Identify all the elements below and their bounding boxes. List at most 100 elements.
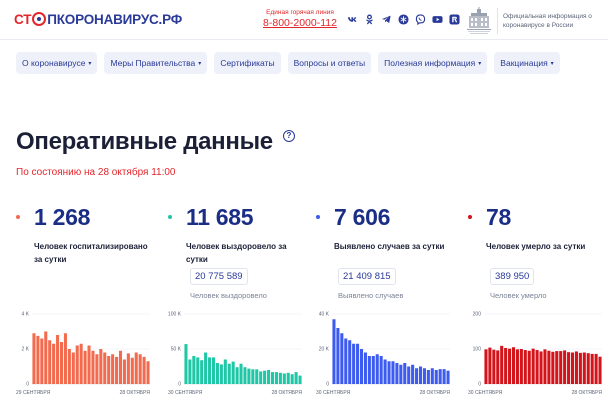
chart-bar[interactable] [500, 345, 504, 384]
chart-bar[interactable] [118, 350, 123, 384]
snowflake-icon[interactable] [398, 14, 409, 25]
chart-bar[interactable] [103, 352, 107, 385]
chart-bar[interactable] [492, 349, 496, 384]
chart-bar[interactable] [547, 350, 551, 384]
chart-bar[interactable] [270, 372, 275, 384]
chart-bar[interactable] [340, 333, 344, 384]
chart-bar[interactable] [235, 367, 239, 384]
chart-bar[interactable] [399, 364, 403, 384]
nav-item-vaccination[interactable]: Вакцинация ▾ [494, 52, 560, 74]
chart-bar[interactable] [36, 335, 40, 384]
chart-bar[interactable] [555, 351, 559, 384]
chart-bar[interactable] [215, 363, 219, 384]
chart-bar[interactable] [578, 352, 582, 384]
chart-bar[interactable] [211, 357, 216, 384]
chart-bar[interactable] [146, 361, 150, 384]
chart-bar[interactable] [488, 347, 492, 384]
chart-bar[interactable] [519, 349, 523, 384]
chart-bar[interactable] [403, 363, 407, 384]
chart-bar[interactable] [535, 350, 539, 384]
chart-bar[interactable] [40, 338, 44, 385]
chart-bar[interactable] [274, 372, 278, 384]
chart-bar[interactable] [196, 357, 200, 384]
chart-bar[interactable] [192, 356, 196, 384]
chart-bar[interactable] [446, 370, 450, 384]
chart-bar[interactable] [71, 352, 75, 385]
chart-bar[interactable] [263, 370, 267, 384]
chart-bar[interactable] [375, 354, 379, 384]
nav-item-government-measures[interactable]: Меры Правительства ▾ [104, 52, 208, 74]
nav-item-faq[interactable]: Вопросы и ответы [287, 52, 372, 74]
chart-bar[interactable] [367, 356, 371, 384]
chart-bar[interactable] [430, 368, 434, 384]
chart-bar[interactable] [598, 356, 602, 384]
chart-bar[interactable] [434, 370, 438, 384]
chart-bar[interactable] [32, 333, 36, 384]
site-logo[interactable]: СТ ПКОРОНАВИРУС.РФ [14, 12, 182, 27]
youtube-icon[interactable] [432, 14, 443, 25]
chart-bar[interactable] [111, 354, 115, 384]
chart-bar[interactable] [267, 370, 271, 384]
chart-bar[interactable] [411, 364, 415, 384]
chart-bar[interactable] [239, 363, 243, 384]
chart-bar[interactable] [543, 349, 547, 384]
chart-bar[interactable] [383, 359, 387, 385]
chart-bar[interactable] [344, 338, 348, 385]
chart-bar[interactable] [184, 344, 188, 384]
chart-bar[interactable] [95, 354, 99, 384]
chart-bar[interactable] [422, 368, 426, 384]
chart-bar[interactable] [551, 351, 555, 384]
chart-bar[interactable] [515, 349, 519, 384]
chart-bar[interactable] [387, 361, 391, 384]
chart-bar[interactable] [574, 351, 578, 384]
chart-bar[interactable] [563, 350, 567, 384]
chart-bar[interactable] [247, 368, 251, 384]
chart-bar[interactable] [594, 353, 598, 384]
chart-bar[interactable] [44, 331, 48, 385]
chart-bar[interactable] [99, 349, 103, 384]
chart-bar[interactable] [48, 340, 52, 384]
hotline-phone-link[interactable]: 8-800-2000-112 [263, 17, 337, 29]
chart-bar[interactable] [442, 369, 446, 384]
chart-bar[interactable] [298, 375, 302, 384]
chart-bar[interactable] [63, 333, 67, 384]
chart-bar[interactable] [438, 369, 442, 384]
chart-bar[interactable] [188, 359, 192, 385]
chart-bar[interactable] [527, 350, 531, 384]
chart-bar[interactable] [395, 363, 399, 384]
chart-bar[interactable] [586, 353, 590, 384]
chart-bar[interactable] [56, 335, 60, 384]
chart-bar[interactable] [231, 361, 235, 384]
chart-bar[interactable] [348, 340, 352, 384]
chart-bar[interactable] [251, 369, 255, 384]
chart-bar[interactable] [227, 363, 231, 384]
chart-bar[interactable] [255, 369, 259, 384]
chart-bar[interactable] [407, 366, 411, 385]
chart-bar[interactable] [511, 347, 516, 384]
chart-bar[interactable] [426, 370, 430, 384]
chart-bar[interactable] [570, 352, 575, 385]
chart-bar[interactable] [208, 357, 212, 384]
chart-bar[interactable] [107, 356, 111, 384]
chart-bar[interactable] [294, 372, 298, 384]
chart-bar[interactable] [87, 345, 91, 385]
chart-bar[interactable] [379, 356, 383, 384]
chart-bar[interactable] [243, 367, 247, 384]
chart-bar[interactable] [336, 328, 340, 384]
vk-icon[interactable] [347, 14, 358, 25]
chart-bar[interactable] [67, 349, 71, 384]
nav-item-useful-info[interactable]: Полезная информация ▾ [378, 52, 488, 74]
chart-bar[interactable] [126, 353, 130, 384]
rutube-icon[interactable] [449, 14, 460, 25]
chart-bar[interactable] [484, 349, 488, 384]
chart-bar[interactable] [142, 356, 146, 384]
government-building-icon[interactable] [466, 7, 492, 35]
chart-bar[interactable] [371, 356, 375, 384]
nav-item-certificates[interactable]: Сертификаты [214, 52, 281, 74]
chart-bar[interactable] [278, 372, 282, 384]
chart-bar[interactable] [83, 350, 87, 384]
chart-bar[interactable] [391, 361, 395, 384]
chart-bar[interactable] [559, 351, 563, 384]
chart-bar[interactable] [282, 373, 286, 385]
chart-bar[interactable] [219, 364, 223, 384]
